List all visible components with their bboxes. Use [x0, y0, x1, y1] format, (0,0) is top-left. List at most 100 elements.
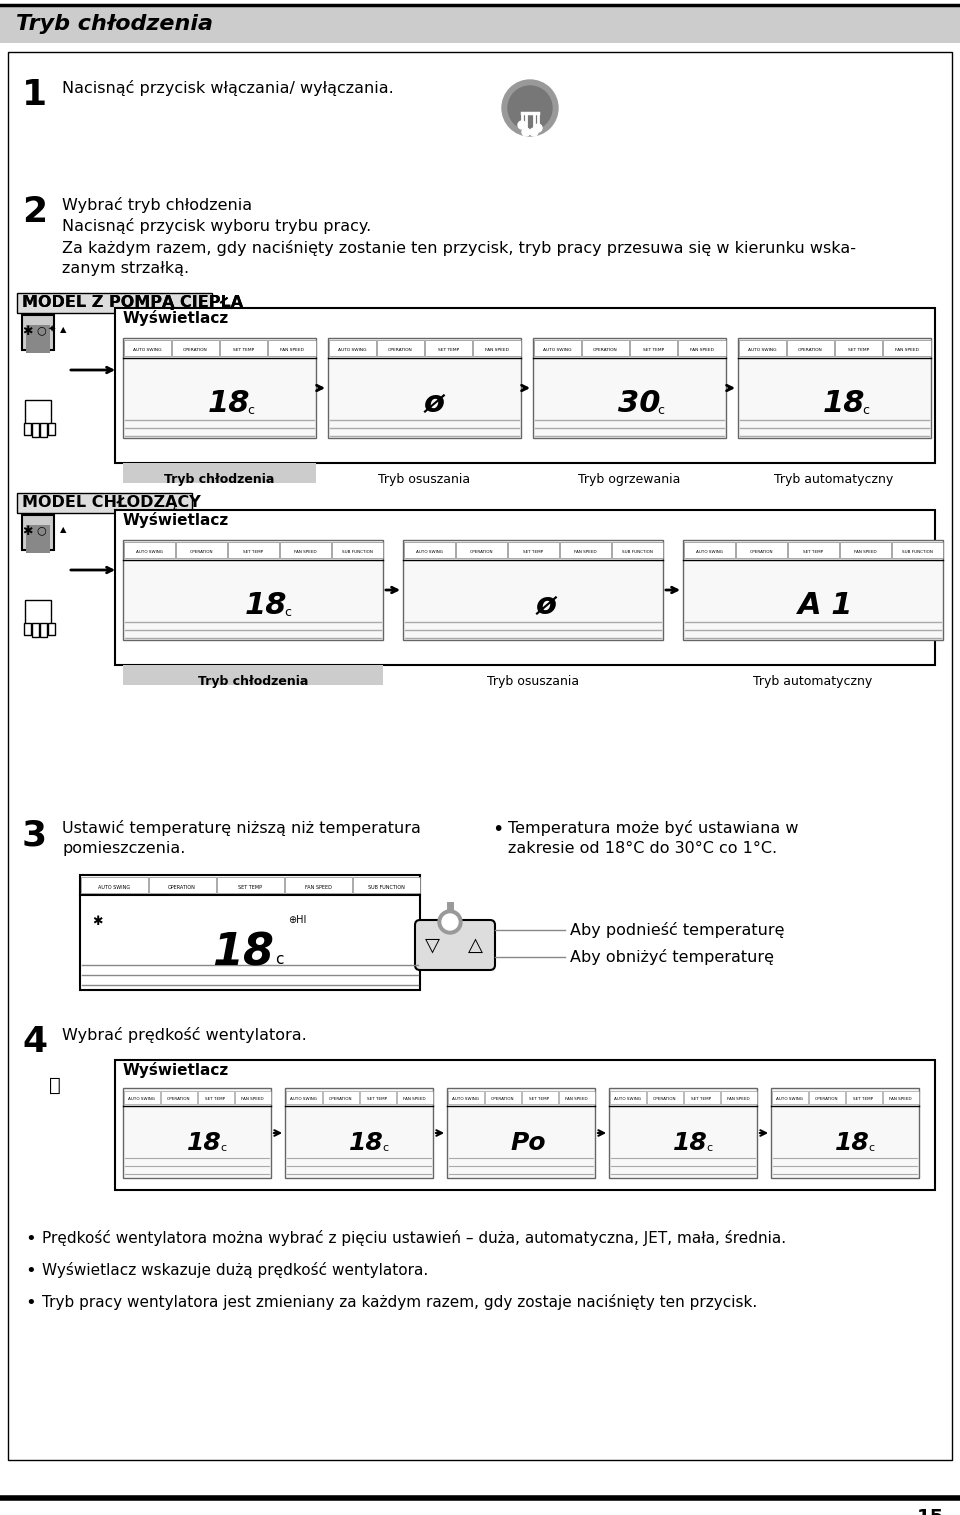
Text: SET TEMP: SET TEMP: [691, 1097, 711, 1101]
Text: SUB FUNCTION: SUB FUNCTION: [901, 550, 932, 554]
Text: OPERATION: OPERATION: [469, 550, 492, 554]
Text: FAN SPEED: FAN SPEED: [574, 550, 596, 554]
Bar: [683, 539, 943, 639]
Bar: [559, 1091, 594, 1104]
Text: c: c: [862, 403, 869, 417]
Text: FAN SPEED: FAN SPEED: [241, 1097, 264, 1101]
Bar: [534, 339, 581, 356]
Text: ○: ○: [36, 526, 46, 535]
Bar: [198, 1091, 233, 1104]
Bar: [123, 1088, 271, 1179]
Bar: [679, 339, 726, 356]
Text: ✦: ✦: [48, 326, 56, 335]
Circle shape: [522, 127, 530, 136]
Bar: [25, 600, 51, 630]
Text: AUTO SWING: AUTO SWING: [132, 348, 161, 351]
Text: 18: 18: [187, 1132, 222, 1154]
Text: OPERATION: OPERATION: [388, 348, 413, 351]
Text: ✱: ✱: [92, 915, 103, 929]
Text: OPERATION: OPERATION: [815, 1097, 838, 1101]
Text: Tryb automatyczny: Tryb automatyczny: [754, 676, 873, 688]
Text: 30: 30: [618, 388, 660, 418]
Text: FAN SPEED: FAN SPEED: [889, 1097, 912, 1101]
Text: FAN SPEED: FAN SPEED: [304, 885, 331, 889]
Text: Wybrać tryb chłodzenia: Wybrać tryb chłodzenia: [62, 197, 252, 214]
Text: OPERATION: OPERATION: [328, 1097, 352, 1101]
Bar: [447, 1088, 595, 1179]
Bar: [115, 511, 935, 665]
Text: Tryb chłodzenia: Tryb chłodzenia: [164, 473, 275, 486]
Text: 18: 18: [673, 1132, 708, 1154]
Text: A 1: A 1: [799, 591, 853, 620]
Bar: [284, 877, 351, 892]
Text: SET TEMP: SET TEMP: [853, 1097, 874, 1101]
Text: SUB FUNCTION: SUB FUNCTION: [621, 550, 653, 554]
Text: AUTO SWING: AUTO SWING: [338, 348, 367, 351]
Text: •: •: [25, 1230, 36, 1248]
Bar: [772, 1091, 807, 1104]
Text: Tryb osuszania: Tryb osuszania: [378, 473, 470, 486]
Text: MODEL CHŁODZĄCY: MODEL CHŁODZĄCY: [22, 495, 201, 511]
Text: 18: 18: [823, 388, 865, 418]
Bar: [735, 542, 786, 558]
Text: Tryb chłodzenia: Tryb chłodzenia: [198, 676, 308, 688]
Text: Tryb osuszania: Tryb osuszania: [487, 676, 579, 688]
Bar: [285, 1088, 433, 1179]
Bar: [892, 542, 943, 558]
Text: AUTO SWING: AUTO SWING: [748, 348, 777, 351]
Bar: [25, 400, 51, 430]
Text: 15: 15: [917, 1507, 944, 1515]
Circle shape: [33, 1068, 77, 1112]
Bar: [48, 623, 55, 635]
Text: FAN SPEED: FAN SPEED: [294, 550, 316, 554]
Text: Tryb ogrzewania: Tryb ogrzewania: [578, 473, 681, 486]
Bar: [80, 876, 420, 989]
Text: SUB FUNCTION: SUB FUNCTION: [342, 550, 372, 554]
Text: Tryb chłodzenia: Tryb chłodzenia: [16, 14, 213, 33]
FancyBboxPatch shape: [415, 920, 495, 970]
Bar: [22, 315, 54, 350]
Text: c: c: [869, 1142, 875, 1153]
Bar: [176, 542, 227, 558]
Text: Po: Po: [511, 1132, 546, 1154]
Bar: [521, 1091, 558, 1104]
Bar: [22, 515, 54, 550]
Bar: [839, 542, 891, 558]
Bar: [612, 542, 662, 558]
Text: •: •: [492, 820, 503, 839]
Bar: [808, 1091, 845, 1104]
Bar: [40, 623, 47, 636]
Bar: [883, 339, 930, 356]
Bar: [149, 877, 215, 892]
Text: Wybrać prędkość wentylatora.: Wybrać prędkość wentylatora.: [62, 1027, 307, 1042]
Bar: [24, 623, 31, 635]
Bar: [17, 292, 212, 314]
Text: Ustawić temperaturę niższą niż temperatura: Ustawić temperaturę niższą niż temperatu…: [62, 820, 420, 836]
Text: SET TEMP: SET TEMP: [233, 348, 254, 351]
Bar: [0, 5, 960, 42]
Bar: [721, 1091, 756, 1104]
Text: OPERATION: OPERATION: [167, 1097, 190, 1101]
Text: Temperatura może być ustawiana w: Temperatura może być ustawiana w: [508, 820, 799, 836]
Bar: [123, 539, 383, 639]
Bar: [123, 338, 316, 438]
Circle shape: [508, 86, 552, 130]
Text: SET TEMP: SET TEMP: [803, 550, 823, 554]
Bar: [630, 339, 677, 356]
Text: 18: 18: [208, 388, 251, 418]
Bar: [123, 665, 383, 685]
Text: OPERATION: OPERATION: [183, 348, 207, 351]
Text: ○: ○: [36, 326, 46, 335]
Text: MODEL Z POMPĄ CIEPŁA: MODEL Z POMPĄ CIEPŁA: [22, 295, 243, 311]
Bar: [328, 339, 375, 356]
Text: Wyświetlacz: Wyświetlacz: [123, 311, 229, 326]
Text: OPERATION: OPERATION: [798, 348, 823, 351]
Text: SET TEMP: SET TEMP: [438, 348, 459, 351]
Bar: [447, 1091, 484, 1104]
Text: ▽: ▽: [424, 935, 440, 954]
Bar: [359, 1091, 396, 1104]
Text: 2: 2: [22, 195, 47, 229]
Text: AUTO SWING: AUTO SWING: [290, 1097, 317, 1101]
Text: 18: 18: [835, 1132, 870, 1154]
Circle shape: [534, 124, 542, 132]
